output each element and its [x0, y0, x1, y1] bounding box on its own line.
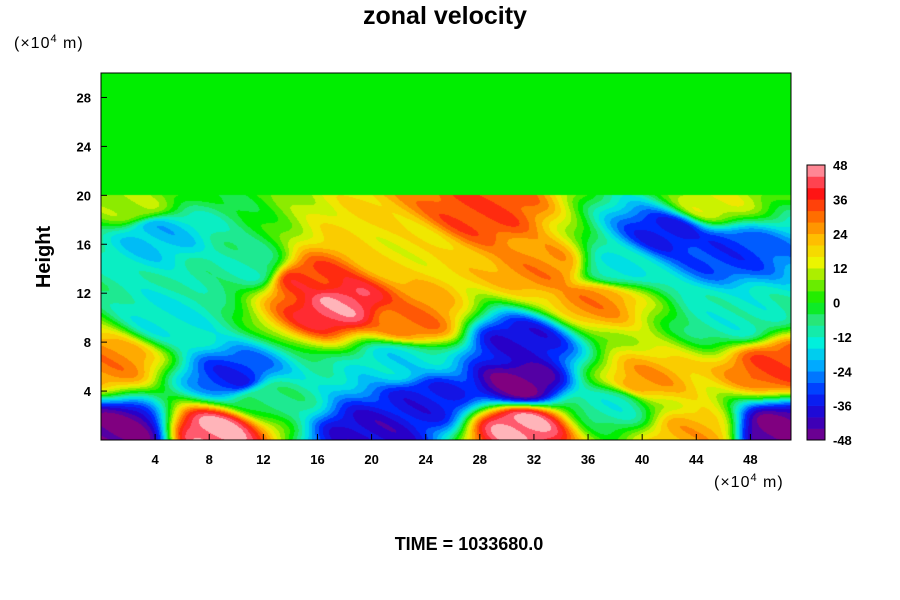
colorbar-tick-label: 12 — [833, 261, 847, 276]
colorbar-band — [807, 233, 825, 246]
colorbar-band — [807, 371, 825, 384]
y-axis-ticks: 4 8 12 16 20 24 28 — [77, 90, 107, 399]
colorbar-band — [807, 336, 825, 349]
colorbar-band — [807, 405, 825, 418]
colorbar-tick-label: -12 — [833, 330, 852, 345]
y-tick-label: 28 — [77, 90, 91, 105]
heatmap-raster — [101, 73, 791, 440]
colorbar-band — [807, 245, 825, 257]
chart-title: zonal velocity — [363, 2, 527, 30]
x-tick-label: 44 — [689, 452, 704, 467]
colorbar-band — [807, 428, 825, 441]
plot-frame — [100, 72, 792, 441]
colorbar — [806, 164, 826, 441]
y-tick-label: 24 — [77, 139, 92, 154]
colorbar-band — [807, 256, 825, 269]
colorbar-band — [807, 222, 825, 235]
y-tick-label: 4 — [84, 384, 92, 399]
colorbar-tick-label: -36 — [833, 399, 852, 414]
x-tick-label: 24 — [418, 452, 433, 467]
x-tick-label: 32 — [527, 452, 541, 467]
x-tick-label: 4 — [152, 452, 160, 467]
colorbar-band — [807, 382, 825, 395]
colorbar-band — [807, 210, 825, 223]
y-tick-label: 12 — [77, 286, 91, 301]
colorbar-tick-label: 24 — [833, 227, 848, 242]
colorbar-band — [807, 417, 825, 429]
colorbar-band — [807, 268, 825, 280]
colorbar-frame — [806, 164, 826, 441]
x-tick-label: 16 — [310, 452, 324, 467]
colorbar-ticks: 48 36 24 12 0 -12 -24 -36 -48 — [833, 158, 853, 448]
colorbar-band — [807, 313, 825, 326]
x-tick-label: 36 — [581, 452, 595, 467]
y-axis-unit: (×104 m) — [14, 33, 84, 52]
colorbar-band — [807, 279, 825, 292]
x-tick-label: 8 — [206, 452, 213, 467]
colorbar-tick-label: -24 — [833, 364, 853, 379]
colorbar-band — [807, 359, 825, 372]
x-axis-ticks: 4 8 12 16 20 24 28 32 36 40 44 48 — [152, 434, 758, 467]
x-tick-label: 12 — [256, 452, 270, 467]
colorbar-band — [807, 348, 825, 361]
colorbar-band — [807, 176, 825, 189]
time-label: TIME = 1033680.0 — [395, 534, 544, 554]
colorbar-band — [807, 187, 825, 200]
colorbar-tick-label: 36 — [833, 192, 847, 207]
x-tick-label: 40 — [635, 452, 649, 467]
colorbar-band — [807, 394, 825, 406]
y-tick-label: 8 — [84, 335, 91, 350]
x-tick-label: 20 — [364, 452, 378, 467]
colorbar-band — [807, 199, 825, 212]
x-tick-label: 28 — [473, 452, 487, 467]
heatmap-raster-holder — [101, 73, 791, 440]
colorbar-band — [807, 325, 825, 338]
y-axis-label: Height — [33, 226, 55, 289]
x-tick-label: 48 — [743, 452, 757, 467]
colorbar-band — [807, 302, 825, 315]
colorbar-tick-label: -48 — [833, 433, 852, 448]
y-tick-label: 20 — [77, 188, 91, 203]
colorbar-tick-label: 0 — [833, 296, 840, 311]
x-axis-unit: (×104 m) — [714, 472, 784, 491]
colorbar-tick-label: 48 — [833, 158, 847, 173]
y-tick-label: 16 — [77, 237, 91, 252]
colorbar-band — [807, 291, 825, 303]
colorbar-band — [807, 165, 825, 177]
